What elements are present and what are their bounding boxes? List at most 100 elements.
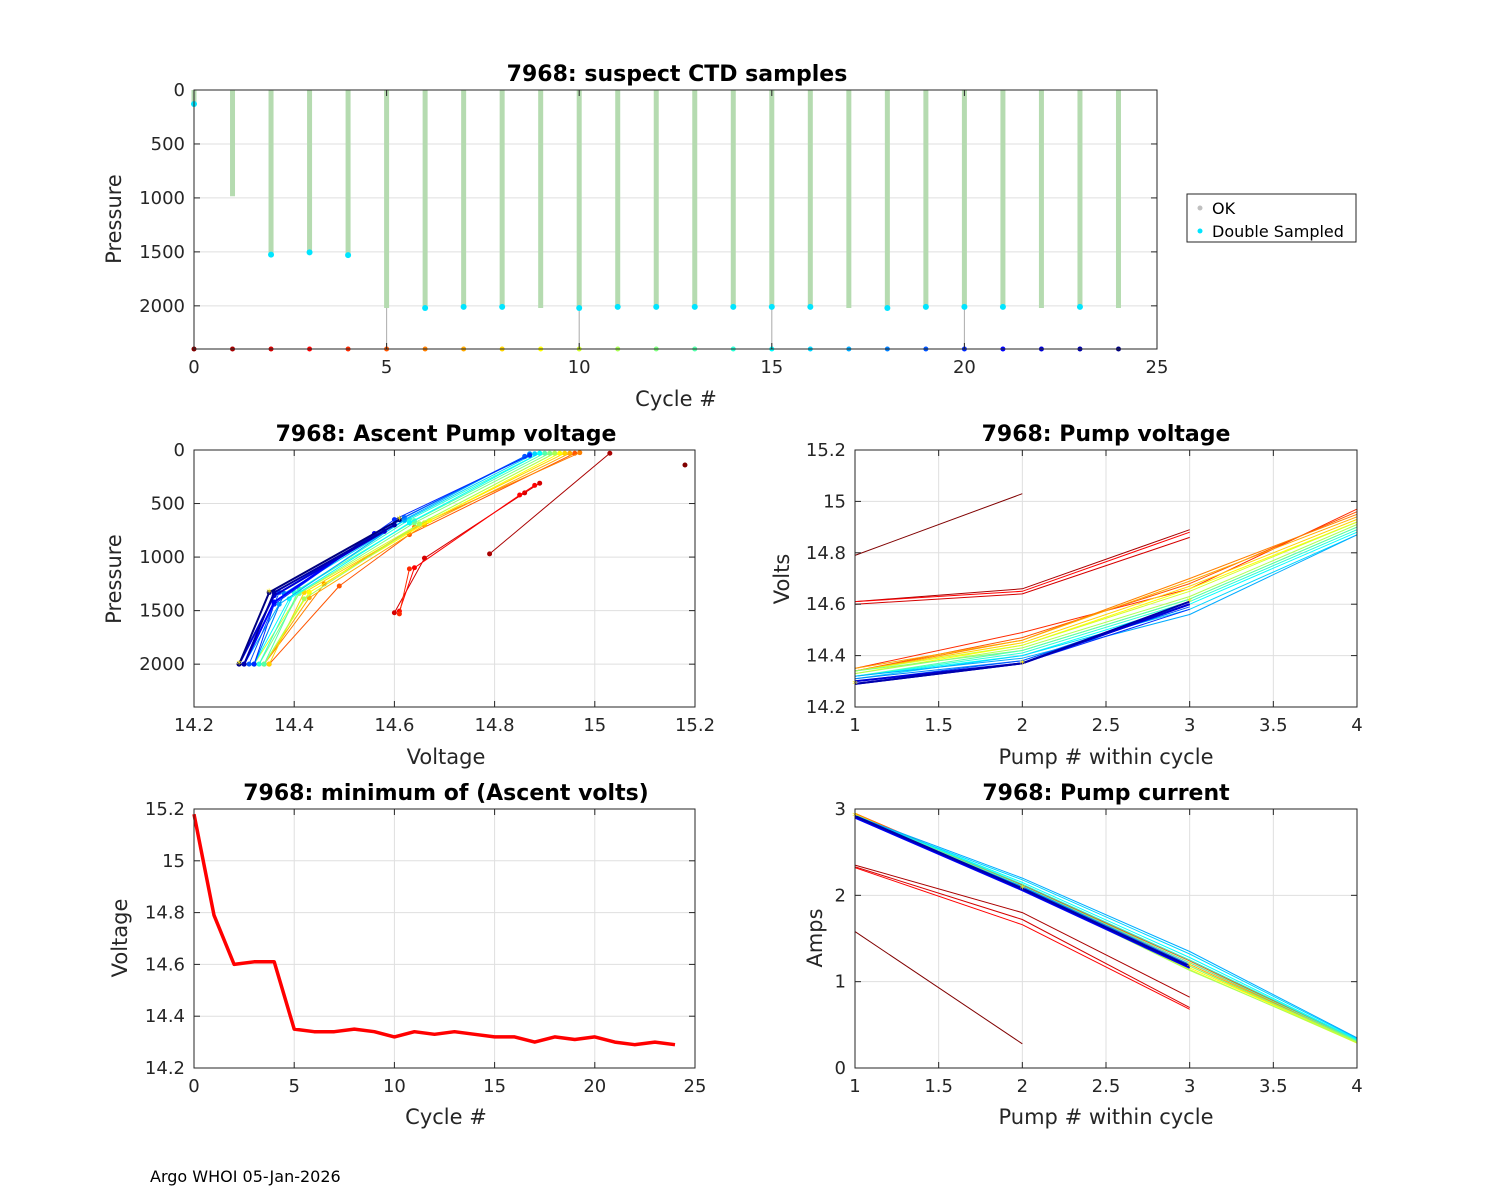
ascent-point (532, 451, 538, 457)
y-tick-label: 1500 (139, 601, 185, 622)
legend-ok-label: OK (1212, 199, 1236, 218)
pumpc-series-line (854, 867, 1190, 1010)
x-tick-label: 14.2 (174, 715, 214, 736)
pumpc-ylabel: Amps (803, 908, 827, 967)
axes-frame (193, 449, 696, 708)
ascent-series-line (258, 452, 540, 665)
latest-cycle-marker: * (1020, 882, 1026, 895)
y-tick-label: 15 (823, 491, 846, 512)
y-tick-label: 1000 (139, 188, 185, 209)
ascent-series-line (263, 452, 545, 665)
pumpv-title: 7968: Pump voltage (982, 422, 1231, 447)
ascent-point (241, 661, 247, 667)
chart-pump-current: 7968: Pump current ***1 1.5 2 2.5 3 3.5 40123 … (803, 781, 1363, 1129)
pumpv-series-line (854, 536, 1190, 605)
ascent-point (532, 482, 538, 488)
x-tick-label: 20 (583, 1076, 606, 1097)
ascent-series-line (258, 452, 550, 665)
ascent-series-line (263, 452, 571, 665)
ascent-point (562, 450, 568, 456)
minv-ylabel: Voltage (108, 899, 132, 978)
double-sampled-point (768, 303, 775, 310)
ascent-point (396, 611, 402, 617)
y-tick-label: 3 (835, 799, 846, 820)
pumpc-series-line (854, 866, 1190, 1009)
x-tick-label: 2.5 (1092, 715, 1121, 736)
ascent-point (547, 450, 553, 456)
ascent-point (266, 661, 272, 667)
legend-double-marker (1197, 228, 1203, 234)
pumpc-series-line (854, 815, 1358, 1039)
pumpc-series-line (854, 815, 1358, 1041)
minv-axes: 0 5 10 15 20 25 14.2 14.4 14.6 14.8 15 15.2 (145, 799, 707, 1097)
ascent-point (522, 490, 528, 496)
ascent-point (607, 450, 613, 456)
min-volts-line (192, 813, 676, 1047)
x-tick-label: 3 (1184, 715, 1195, 736)
latest-cycle-marker: * (266, 586, 272, 599)
x-tick-label: 15 (483, 1076, 506, 1097)
ascent-series-line (398, 484, 535, 612)
double-sampled-point (1076, 303, 1083, 310)
ascent-point (236, 661, 242, 667)
y-tick-label: 14.2 (145, 1058, 185, 1079)
latest-cycle-marker: * (1187, 596, 1193, 609)
y-tick-label: 15.2 (145, 799, 185, 820)
x-tick-label: 20 (953, 357, 976, 378)
ascent-xlabel: Voltage (407, 745, 486, 769)
y-tick-label: 0 (835, 1058, 846, 1079)
x-tick-label: 25 (1146, 357, 1169, 378)
chart-minimum-ascent-volts: 7968: minimum of (Ascent volts) 0 5 10 15 20… (108, 781, 706, 1129)
pumpc-series-line (854, 864, 1190, 998)
pumpv-series-line (854, 529, 1358, 677)
y-tick-label: 0 (174, 440, 185, 461)
latest-cycle-marker: * (1187, 960, 1193, 973)
pumpc-series-line (854, 814, 1191, 968)
y-tick-label: 0 (174, 80, 185, 101)
footer-text: Argo WHOI 05-Jan-2026 (150, 1167, 341, 1186)
ascent-point (567, 450, 573, 456)
ascent-ylabel: Pressure (102, 534, 126, 624)
double-sampled-point (807, 303, 814, 310)
minv-xlabel: Cycle # (405, 1105, 487, 1129)
double-sampled-point (922, 303, 929, 310)
pumpc-series-line (854, 931, 1023, 1045)
latest-cycle-marker: * (236, 658, 242, 671)
x-tick-label: 0 (188, 357, 199, 378)
x-tick-label: 15.2 (675, 715, 715, 736)
axes-frame (193, 808, 696, 1069)
pumpv-series-line (854, 493, 1023, 556)
pumpv-series-line (854, 526, 1358, 677)
legend-double-label: Double Sampled (1212, 222, 1344, 241)
ctd-xlabel: Cycle # (635, 387, 717, 411)
x-tick-label: 14.6 (374, 715, 414, 736)
x-tick-label: 3 (1184, 1076, 1195, 1097)
pumpv-series-line (854, 529, 1190, 603)
double-sampled-point (730, 303, 737, 310)
x-tick-label: 14.8 (475, 715, 515, 736)
x-tick-label: 0 (188, 1076, 199, 1097)
ascent-series-line (489, 452, 611, 555)
x-tick-label: 5 (381, 357, 392, 378)
ascent-point (517, 492, 523, 498)
ascent-point (577, 450, 583, 456)
double-sampled-point (576, 304, 583, 311)
y-tick-label: 2000 (139, 654, 185, 675)
pumpv-series-line (854, 516, 1358, 669)
ascent-point (557, 450, 563, 456)
x-tick-label: 3.5 (1259, 1076, 1288, 1097)
pumpc-series-line (854, 816, 1358, 1040)
y-tick-label: 15.2 (806, 440, 846, 461)
ascent-title: 7968: Ascent Pump voltage (276, 422, 617, 447)
double-sampled-point (345, 252, 352, 259)
x-tick-label: 2 (1017, 715, 1028, 736)
chart-pump-voltage: 7968: Pump voltage ***1 1.5 2 2.5 3 3.5 414.21… (770, 422, 1363, 769)
ascent-series-line (263, 452, 555, 665)
y-tick-label: 14.2 (806, 697, 846, 718)
double-sampled-point (268, 251, 275, 258)
ascent-axes: * * * 14.2 14.4 14.6 14.8 15 15.2 0 500 1000 1500 200… (139, 440, 715, 736)
pumpv-series-line (854, 521, 1358, 672)
pumpv-series-line (854, 521, 1358, 675)
ascent-point (286, 596, 292, 602)
